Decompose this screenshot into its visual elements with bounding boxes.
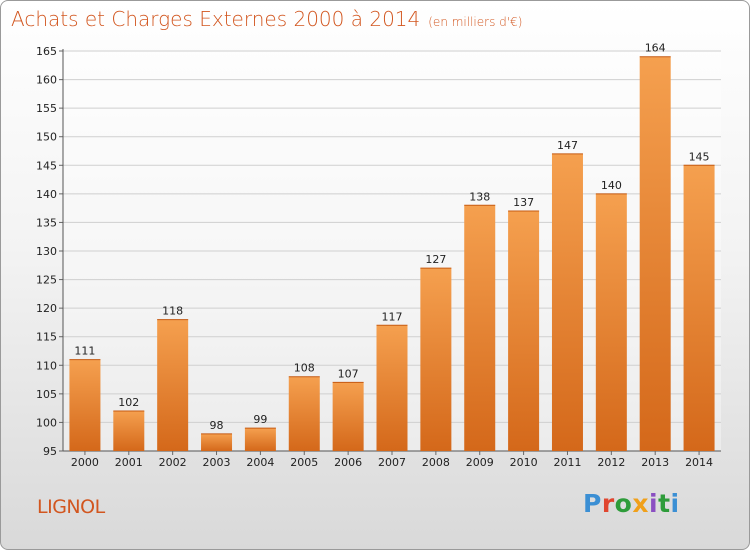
y-tick-label: 145 — [36, 159, 57, 172]
proxiti-logo: Proxiti — [583, 489, 680, 518]
y-tick-label: 140 — [36, 188, 57, 201]
y-tick-label: 100 — [36, 416, 57, 429]
x-tick-label: 2008 — [422, 456, 450, 469]
x-tick-label: 2001 — [115, 456, 143, 469]
y-tick-label: 165 — [36, 45, 57, 58]
x-tick-label: 2005 — [290, 456, 318, 469]
x-tick-label: 2011 — [553, 456, 581, 469]
x-tick-label: 2006 — [334, 456, 362, 469]
y-tick-label: 155 — [36, 102, 57, 115]
x-tick-label: 2013 — [641, 456, 669, 469]
y-tick-label: 125 — [36, 274, 57, 287]
y-tick-label: 95 — [43, 445, 57, 458]
logo-letter: i — [670, 489, 680, 518]
bar-value-label: 145 — [689, 150, 710, 163]
bar — [244, 428, 276, 451]
bar — [420, 268, 452, 451]
y-tick-label: 105 — [36, 388, 57, 401]
bar-value-label: 111 — [74, 345, 95, 358]
bar — [288, 376, 320, 451]
bar-value-label: 137 — [513, 196, 534, 209]
bar-value-label: 127 — [425, 253, 446, 266]
x-tick-label: 2002 — [159, 456, 187, 469]
bar — [639, 56, 671, 451]
bar — [113, 411, 145, 451]
logo-letter: x — [632, 489, 649, 518]
bar-value-label: 138 — [469, 190, 490, 203]
logo-letter: r — [601, 489, 615, 518]
bar — [201, 433, 233, 451]
bar-value-label: 99 — [253, 413, 267, 426]
x-tick-label: 2010 — [510, 456, 538, 469]
bar — [508, 211, 540, 451]
bar-value-label: 102 — [118, 396, 139, 409]
bar — [683, 165, 715, 452]
bar-value-label: 164 — [645, 42, 666, 55]
bar — [595, 193, 627, 451]
bar-value-label: 147 — [557, 139, 578, 152]
bar — [157, 319, 189, 451]
y-tick-label: 150 — [36, 131, 57, 144]
bar — [69, 359, 101, 451]
x-tick-label: 2000 — [71, 456, 99, 469]
y-tick-label: 115 — [36, 331, 57, 344]
x-tick-label: 2003 — [203, 456, 231, 469]
bar-value-label: 140 — [601, 179, 622, 192]
x-tick-label: 2004 — [246, 456, 274, 469]
bar — [332, 382, 364, 451]
logo-letter: t — [658, 489, 671, 518]
bar-value-label: 107 — [338, 367, 359, 380]
bar — [551, 153, 583, 451]
bar — [464, 205, 496, 451]
bar-value-label: 118 — [162, 305, 183, 318]
y-tick-label: 110 — [36, 359, 57, 372]
chart-title: Achats et Charges Externes 2000 à 2014 (e… — [11, 7, 522, 31]
bar — [376, 325, 408, 451]
bar-value-label: 108 — [294, 362, 315, 375]
chart-title-text: Achats et Charges Externes 2000 à 2014 — [11, 7, 421, 31]
y-tick-label: 130 — [36, 245, 57, 258]
bar-value-label: 98 — [210, 419, 224, 432]
x-tick-label: 2007 — [378, 456, 406, 469]
y-tick-label: 135 — [36, 216, 57, 229]
y-tick-label: 120 — [36, 302, 57, 315]
y-tick-label: 160 — [36, 74, 57, 87]
x-tick-label: 2009 — [466, 456, 494, 469]
logo-letter: i — [649, 489, 659, 518]
bar-value-label: 117 — [382, 310, 403, 323]
x-tick-label: 2014 — [685, 456, 713, 469]
logo-letter: o — [614, 489, 633, 518]
x-tick-label: 2012 — [597, 456, 625, 469]
chart-unit-note: (en milliers d'€) — [428, 15, 523, 29]
logo-letter: P — [583, 489, 602, 518]
commune-name: LIGNOL — [37, 496, 105, 518]
